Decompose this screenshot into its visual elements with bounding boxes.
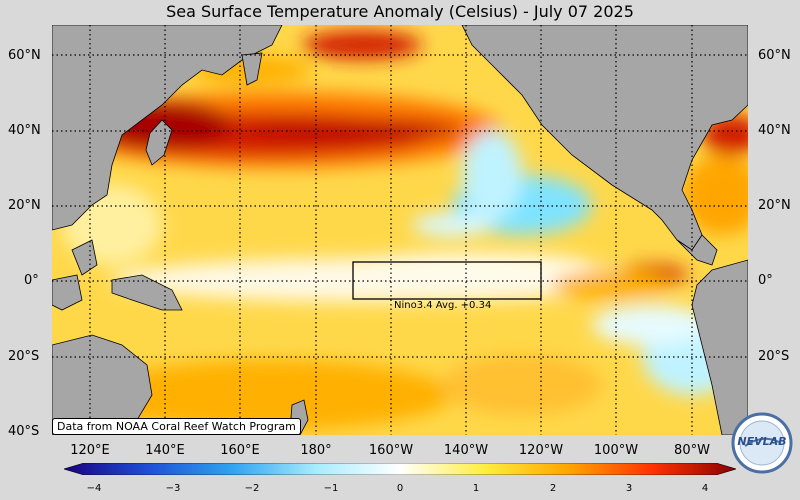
colorbar-tick: 2 xyxy=(549,483,557,494)
lat-label-20n-right: 20°N xyxy=(758,198,791,213)
colorbar-tick: 0 xyxy=(396,483,404,494)
lon-label-160w: 160°W xyxy=(368,443,414,458)
colorbar-tick: −4 xyxy=(86,483,102,494)
logo-text: NEVLAB xyxy=(737,435,786,448)
lon-label-100w: 100°W xyxy=(593,443,639,458)
lon-label-180: 180° xyxy=(300,443,332,458)
lat-label-40n: 40°N xyxy=(8,123,41,138)
map-title: Sea Surface Temperature Anomaly (Celsius… xyxy=(166,2,634,21)
nino34-box xyxy=(352,261,542,300)
lon-label-80w: 80°W xyxy=(674,443,710,458)
lat-label-40s: 40°S xyxy=(8,424,40,439)
colorbar-tick: 4 xyxy=(701,483,709,494)
nevlab-logo: NEVLAB xyxy=(731,412,793,474)
lat-label-20s: 20°S xyxy=(8,349,40,364)
land-masses xyxy=(52,25,748,435)
lon-label-160e: 160°E xyxy=(220,443,260,458)
lat-label-20s-right: 20°S xyxy=(758,349,790,364)
sst-anomaly-map xyxy=(52,25,748,435)
lat-label-40n-right: 40°N xyxy=(758,123,791,138)
lon-label-120e: 120°E xyxy=(70,443,110,458)
colorbar-tick: −1 xyxy=(323,483,339,494)
colorbar-tick: −2 xyxy=(244,483,260,494)
lat-label-60n-right: 60°N xyxy=(758,48,791,63)
lat-label-eq-right: 0° xyxy=(758,273,773,288)
anomaly-field xyxy=(52,31,748,430)
colorbar-tick: 1 xyxy=(472,483,480,494)
nino34-label: Nino3.4 Avg. +0.34 xyxy=(394,300,492,311)
lat-label-eq: 0° xyxy=(24,273,39,288)
data-credit: Data from NOAA Coral Reef Watch Program xyxy=(52,418,301,435)
lat-label-20n: 20°N xyxy=(8,198,41,213)
colorbar-tick: 3 xyxy=(625,483,633,494)
colorbar-tick: −3 xyxy=(165,483,181,494)
colorbar xyxy=(64,463,736,475)
lon-label-140w: 140°W xyxy=(443,443,489,458)
lon-label-120w: 120°W xyxy=(518,443,564,458)
graticule xyxy=(52,25,748,435)
lon-label-140e: 140°E xyxy=(145,443,185,458)
lat-label-60n: 60°N xyxy=(8,48,41,63)
